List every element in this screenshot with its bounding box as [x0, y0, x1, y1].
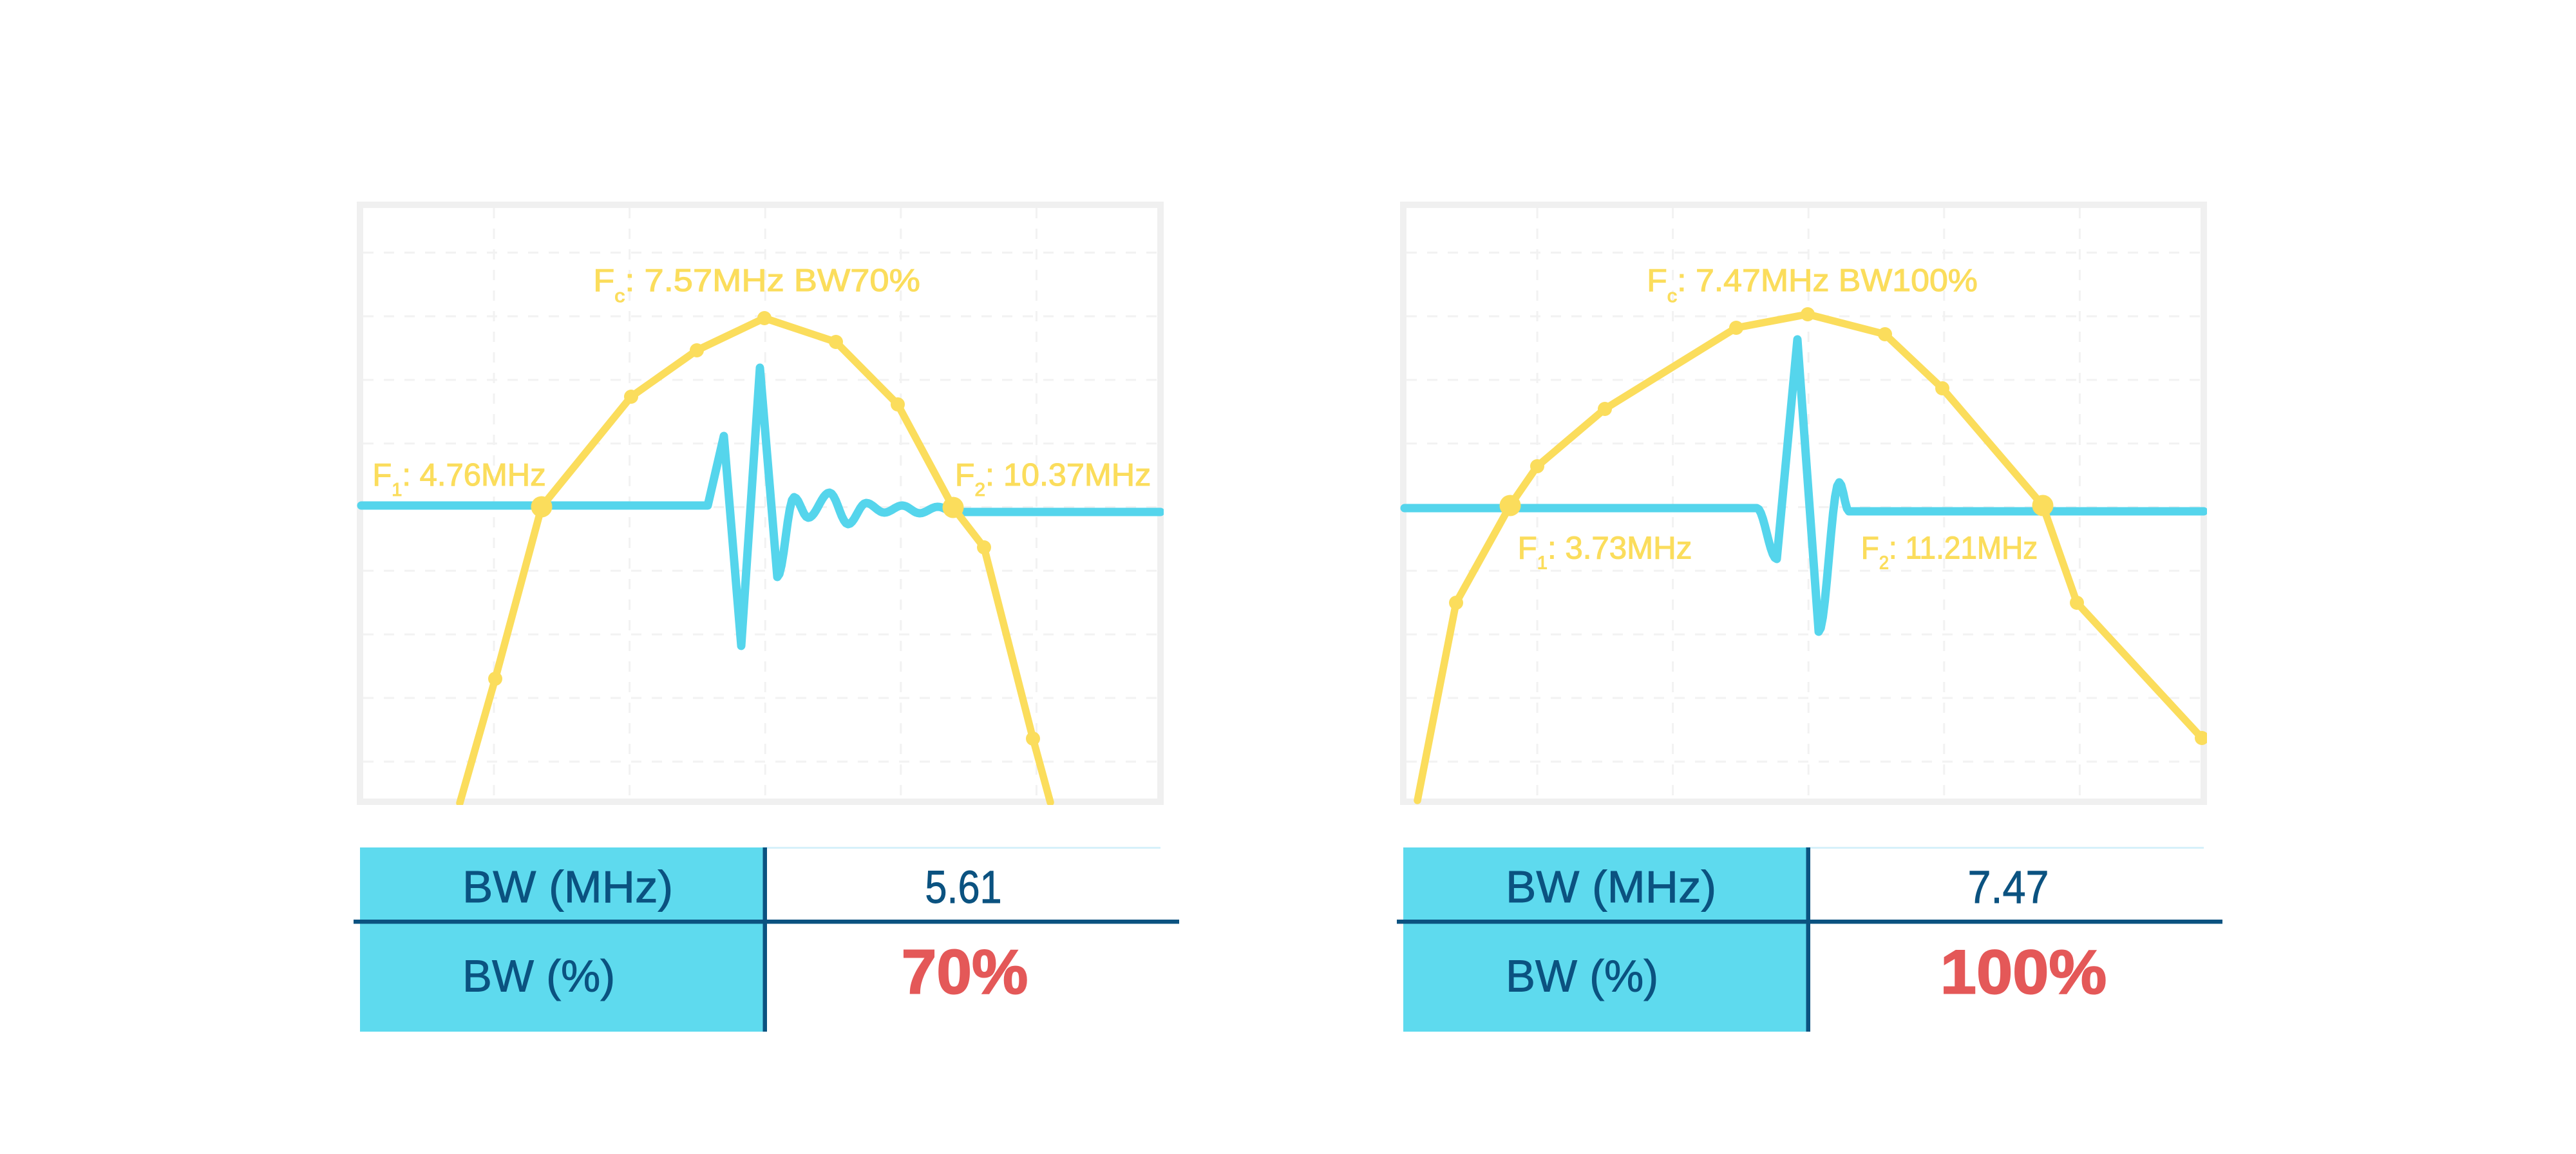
svg-text:BW (MHz): BW (MHz) — [462, 861, 673, 911]
svg-text:7.47: 7.47 — [1967, 862, 2049, 913]
svg-text:BW (MHz): BW (MHz) — [1506, 861, 1716, 911]
svg-text:BW (%): BW (%) — [1506, 951, 1658, 1001]
svg-text:F2: 11.21MHz: F2: 11.21MHz — [1861, 531, 2038, 573]
svg-text:BW (%): BW (%) — [462, 951, 615, 1001]
svg-text:5.61: 5.61 — [925, 862, 1001, 913]
svg-text:100%: 100% — [1940, 936, 2107, 1007]
svg-text:70%: 70% — [902, 937, 1028, 1007]
